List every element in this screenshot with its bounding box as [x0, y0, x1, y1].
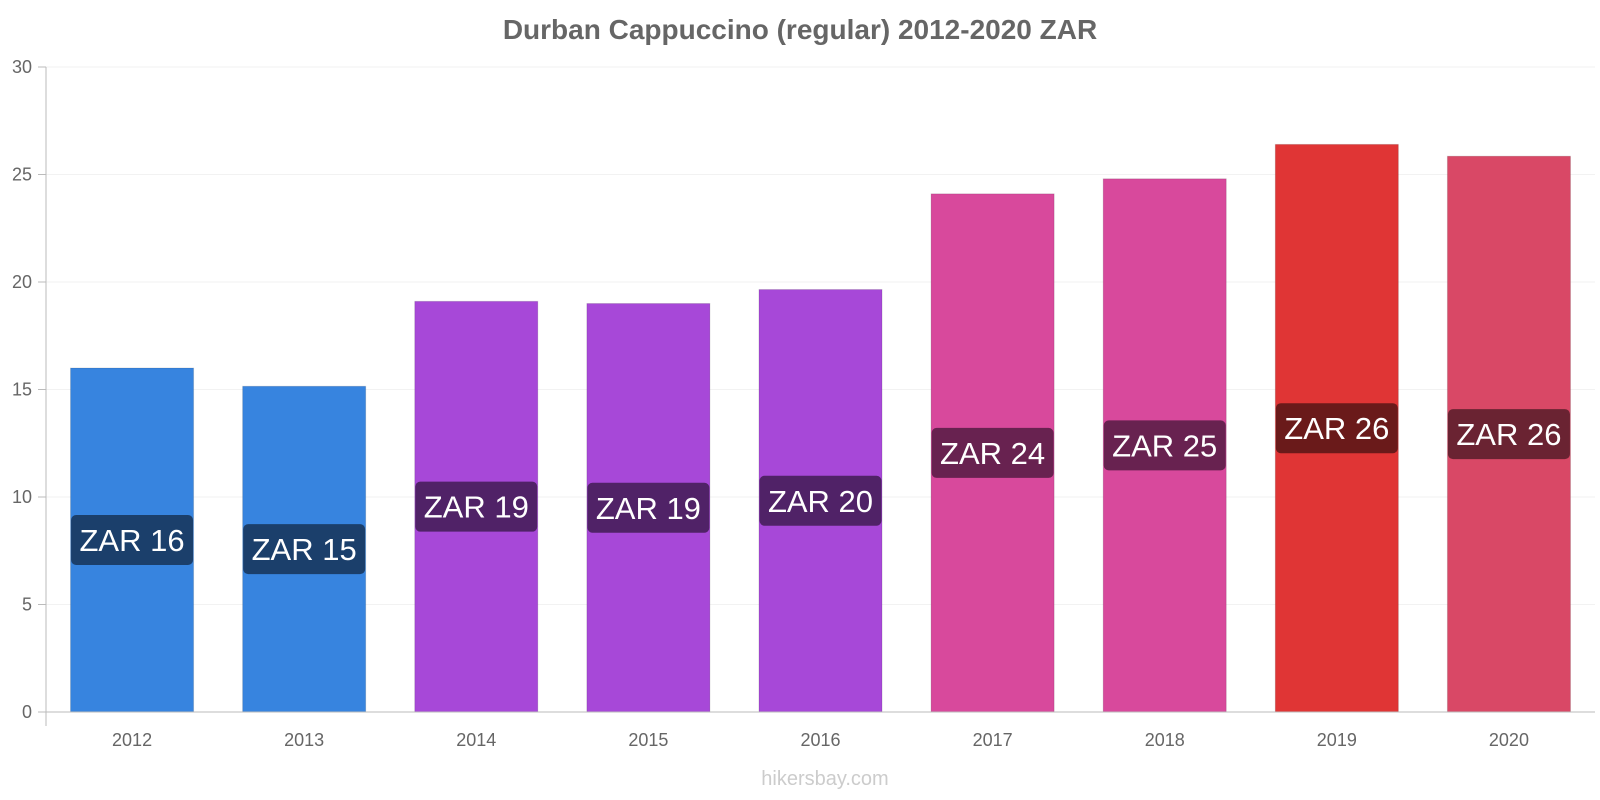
data-label-2019: ZAR 26 — [1284, 411, 1389, 446]
x-tick-label-2012: 2012 — [112, 730, 152, 750]
y-tick-label: 25 — [12, 165, 32, 185]
x-tick-label-2016: 2016 — [800, 730, 840, 750]
x-tick-label-2020: 2020 — [1489, 730, 1529, 750]
data-label-box-2014 — [415, 481, 538, 532]
data-label-box-2016 — [759, 475, 882, 526]
data-label-2012: ZAR 16 — [80, 523, 185, 558]
data-label-2020: ZAR 26 — [1456, 417, 1561, 452]
watermark: hikersbay.com — [761, 768, 889, 790]
data-label-2013: ZAR 15 — [252, 532, 357, 567]
data-label-box-2013 — [243, 524, 366, 575]
x-tick-label-2017: 2017 — [973, 730, 1013, 750]
x-tick-label-2014: 2014 — [456, 730, 496, 750]
data-label-2016: ZAR 20 — [768, 484, 873, 519]
data-label-2018: ZAR 25 — [1112, 428, 1217, 463]
data-label-box-2012 — [71, 515, 194, 565]
x-tick-label-2015: 2015 — [628, 730, 668, 750]
y-tick-label: 10 — [12, 487, 32, 507]
data-label-2017: ZAR 24 — [940, 436, 1045, 471]
chart-title: Durban Cappuccino (regular) 2012-2020 ZA… — [502, 14, 1098, 45]
data-label-2015: ZAR 19 — [596, 491, 701, 526]
data-label-2014: ZAR 19 — [424, 490, 529, 525]
data-label-box-2019 — [1275, 403, 1398, 454]
axes: 0 5 10 15 20 25 30 2012 2013 2014 2015 2016 2017 2018… — [12, 57, 1595, 750]
y-tick-label: 0 — [22, 702, 32, 722]
data-label-box-2015 — [587, 482, 710, 533]
data-label-box-2017 — [931, 427, 1054, 478]
data-labels: ZAR 16 ZAR 15 ZAR 19 ZAR 19 ZAR 20 ZAR 24 ZAR … — [71, 403, 1570, 575]
x-tick-label-2018: 2018 — [1145, 730, 1185, 750]
y-tick-label: 30 — [12, 57, 32, 77]
y-tick-label: 5 — [22, 595, 32, 615]
data-label-box-2018 — [1103, 420, 1226, 471]
data-label-box-2020 — [1447, 409, 1570, 460]
x-tick-label-2019: 2019 — [1317, 730, 1357, 750]
y-tick-label: 20 — [12, 272, 32, 292]
x-tick-label-2013: 2013 — [284, 730, 324, 750]
y-tick-label: 15 — [12, 380, 32, 400]
